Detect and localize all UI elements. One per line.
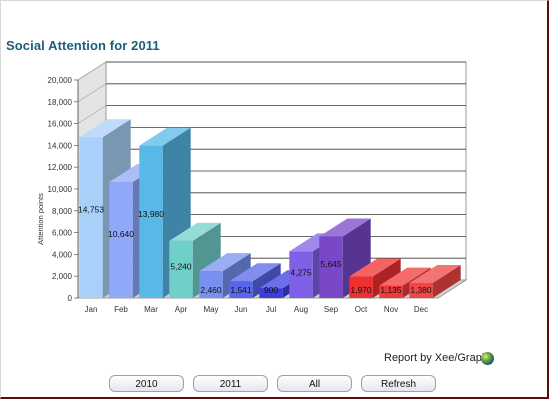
bar-top: [79, 119, 131, 138]
value-label: 14,753: [78, 205, 104, 215]
bar-top: [139, 127, 191, 146]
y-tick-label: 8,000: [52, 207, 73, 216]
y-tick-label: 2,000: [52, 272, 73, 281]
bar-front: [259, 288, 283, 298]
bar-front: [169, 240, 193, 298]
year-2011-button[interactable]: 2011: [193, 375, 268, 392]
xeegraph-logo-icon: [481, 352, 494, 365]
bar-front: [349, 276, 373, 298]
refresh-button[interactable]: Refresh: [361, 375, 436, 392]
bar-top: [379, 267, 431, 286]
bar-front: [409, 282, 433, 298]
y-tick-label: 16,000: [48, 120, 73, 129]
bar-front: [289, 251, 313, 298]
gridline-side: [77, 83, 107, 103]
y-tick-label: 4,000: [52, 250, 73, 259]
value-label: 900: [264, 285, 278, 295]
y-tick-label: 20,000: [48, 76, 73, 85]
report-credit: Report by Xee/Graph: [384, 352, 488, 364]
bar-front: [199, 271, 223, 298]
bar-front: [79, 137, 103, 298]
gridline-side: [77, 61, 107, 81]
x-tick-label: Mar: [144, 305, 158, 314]
all-years-button[interactable]: All: [277, 375, 352, 392]
bar-top: [409, 264, 461, 283]
bar-front: [319, 236, 343, 298]
value-label: 5,240: [170, 262, 192, 272]
value-label: 1,135: [380, 285, 402, 295]
value-label: 1,970: [350, 285, 372, 295]
y-tick-label: 12,000: [48, 163, 73, 172]
x-tick-label: Oct: [355, 305, 368, 314]
x-tick-label: Jun: [235, 305, 248, 314]
x-tick-label: Apr: [175, 305, 188, 314]
chart-title: Social Attention for 2011: [6, 38, 160, 53]
bar-top: [229, 263, 281, 282]
value-label: 4,275: [290, 267, 312, 277]
bar-dec: [409, 264, 461, 298]
x-tick-label: Jan: [85, 305, 98, 314]
bar-top: [199, 253, 251, 272]
y-axis-title: Attention points: [36, 193, 45, 245]
x-tick-label: Aug: [294, 305, 308, 314]
x-tick-label: Nov: [384, 305, 398, 314]
x-tick-label: Feb: [114, 305, 128, 314]
value-label: 1,380: [410, 285, 432, 295]
bar-top: [349, 258, 401, 277]
y-tick-label: 10,000: [48, 185, 73, 194]
value-label: 10,640: [108, 229, 134, 239]
y-tick-label: 18,000: [48, 98, 73, 107]
y-tick-label: 14,000: [48, 141, 73, 150]
bar-front: [109, 182, 133, 298]
year-2010-button[interactable]: 2010: [109, 375, 184, 392]
bar-top: [169, 222, 221, 241]
y-tick-label: 6,000: [52, 229, 73, 238]
value-label: 1,541: [230, 285, 252, 295]
bar-front: [229, 281, 253, 298]
x-tick-label: Sep: [324, 305, 339, 314]
value-label: 2,460: [200, 285, 222, 295]
x-tick-label: Dec: [414, 305, 428, 314]
bar-side: [432, 264, 461, 298]
bar-front: [139, 145, 163, 298]
y-tick-label: 0: [68, 294, 73, 303]
x-tick-label: Jul: [266, 305, 276, 314]
value-label: 5,645: [320, 259, 342, 269]
value-label: 13,980: [138, 209, 164, 219]
bar-front: [379, 285, 403, 298]
bar-top: [319, 218, 371, 237]
x-tick-label: May: [203, 305, 218, 314]
gridline-side: [77, 105, 107, 124]
